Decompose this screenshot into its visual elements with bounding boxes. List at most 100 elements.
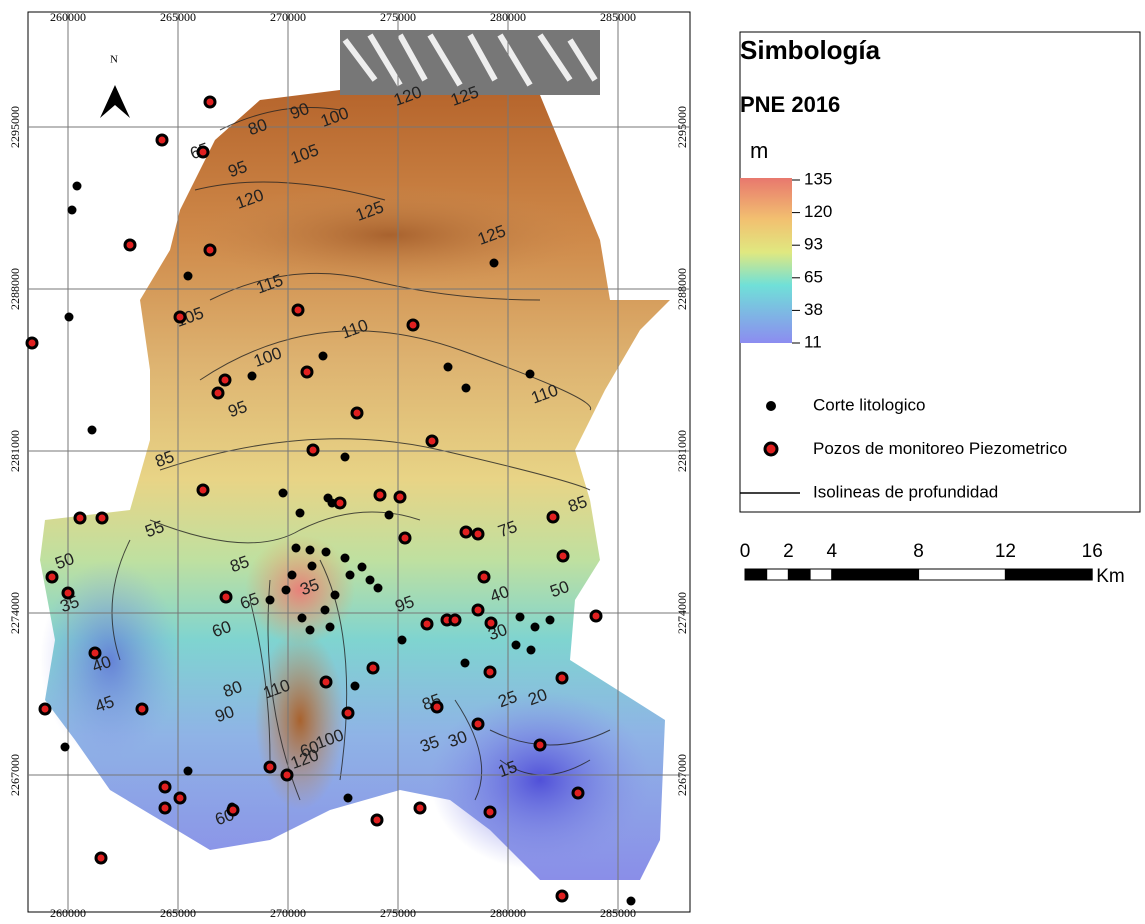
monitoring-well xyxy=(420,617,434,631)
monitoring-well xyxy=(398,531,412,545)
easting-label: 275000 xyxy=(380,906,416,920)
map: 260000 260000 265000 265000 270000 270000 2750… xyxy=(8,10,690,920)
scale-segment xyxy=(744,568,768,581)
monitoring-well xyxy=(25,336,39,350)
northing-label: 2281000 xyxy=(675,430,689,472)
monitoring-well xyxy=(173,310,187,324)
monitoring-well xyxy=(219,590,233,604)
lithologic-cut xyxy=(183,271,193,281)
lithologic-cut xyxy=(511,640,521,650)
high-zone xyxy=(190,185,590,285)
easting-label: 270000 xyxy=(270,906,306,920)
scale-label: 2 xyxy=(783,541,794,562)
monitoring-well xyxy=(94,851,108,865)
depth-surface xyxy=(40,80,670,880)
lithologic-cut xyxy=(545,615,555,625)
lithologic-cut xyxy=(305,625,315,635)
monitoring-well xyxy=(73,511,87,525)
lithologic-cut xyxy=(345,570,355,580)
lithologic-cut xyxy=(295,508,305,518)
monitoring-well xyxy=(373,488,387,502)
scale-label: 4 xyxy=(827,541,838,562)
legend-item: Pozos de monitoreo Piezometrico xyxy=(813,439,1067,458)
lithologic-cut xyxy=(397,635,407,645)
lithologic-cut xyxy=(384,510,394,520)
north-arrow xyxy=(100,85,130,118)
monitoring-well xyxy=(123,238,137,252)
monitoring-well xyxy=(306,443,320,457)
lithologic-cut xyxy=(318,351,328,361)
lithologic-cut xyxy=(325,622,335,632)
easting-label: 265000 xyxy=(160,10,196,24)
easting-label: 270000 xyxy=(270,10,306,24)
lithologic-cut xyxy=(461,383,471,393)
low-zone xyxy=(430,690,650,870)
north-label: N xyxy=(110,54,118,66)
monitoring-well xyxy=(203,243,217,257)
lithologic-cut xyxy=(67,205,77,215)
easting-label: 280000 xyxy=(490,906,526,920)
lithologic-cut xyxy=(365,575,375,585)
monitoring-well xyxy=(45,570,59,584)
scale-unit: Km xyxy=(1096,566,1125,587)
monitoring-well xyxy=(546,510,560,524)
scale-label: 8 xyxy=(913,541,924,562)
scale-segment xyxy=(831,568,920,581)
easting-label: 260000 xyxy=(50,10,86,24)
legend-unit: m xyxy=(750,138,768,163)
lithologic-cut xyxy=(287,570,297,580)
lithologic-cut xyxy=(281,585,291,595)
northing-label: 2274000 xyxy=(8,592,22,634)
lithologic-cut xyxy=(373,583,383,593)
legend: Simbología PNE 2016 m 135 120 93 65 38 11 Cort… xyxy=(739,31,1141,513)
monitoring-well xyxy=(38,702,52,716)
hot-spot xyxy=(245,535,355,645)
monitoring-well xyxy=(319,675,333,689)
monitoring-well xyxy=(425,434,439,448)
lithologic-cut xyxy=(278,488,288,498)
legend-item: Corte litologico xyxy=(813,395,925,414)
lithologic-cut xyxy=(330,590,340,600)
lithologic-cut xyxy=(247,371,257,381)
lithologic-cut xyxy=(515,612,525,622)
monitoring-well xyxy=(263,760,277,774)
legend-box xyxy=(739,31,1141,513)
scale-label: 12 xyxy=(995,541,1016,562)
monitoring-well xyxy=(155,133,169,147)
monitoring-well xyxy=(430,700,444,714)
easting-label: 260000 xyxy=(50,906,86,920)
lithologic-cut xyxy=(183,766,193,776)
monitoring-well xyxy=(211,386,225,400)
monitoring-well xyxy=(291,303,305,317)
ramp-label: 135 xyxy=(804,169,832,188)
monitoring-well xyxy=(366,661,380,675)
lithologic-cut xyxy=(343,793,353,803)
monitoring-well xyxy=(370,813,384,827)
northing-label: 2288000 xyxy=(675,268,689,310)
monitoring-well xyxy=(158,780,172,794)
monitoring-well xyxy=(406,318,420,332)
monitoring-well xyxy=(158,801,172,815)
lithologic-cut xyxy=(265,595,275,605)
monitoring-well xyxy=(300,365,314,379)
relief-texture xyxy=(342,33,598,87)
monitoring-well xyxy=(533,738,547,752)
monitoring-well xyxy=(196,145,210,159)
lithologic-cut xyxy=(291,543,301,553)
monitoring-well xyxy=(218,373,232,387)
monitoring-well xyxy=(393,490,407,504)
monitoring-well xyxy=(350,406,364,420)
monitoring-well xyxy=(484,616,498,630)
lithologic-cut xyxy=(489,258,499,268)
lithologic-cut xyxy=(297,613,307,623)
northing-label: 2267000 xyxy=(675,754,689,796)
monitoring-well xyxy=(556,549,570,563)
lithologic-cut xyxy=(525,369,535,379)
easting-label: 280000 xyxy=(490,10,526,24)
northing-label: 2295000 xyxy=(8,106,22,148)
monitoring-well xyxy=(280,768,294,782)
easting-label: 285000 xyxy=(600,10,636,24)
scale-segment xyxy=(787,568,811,581)
easting-label: 285000 xyxy=(600,906,636,920)
monitoring-well xyxy=(483,805,497,819)
